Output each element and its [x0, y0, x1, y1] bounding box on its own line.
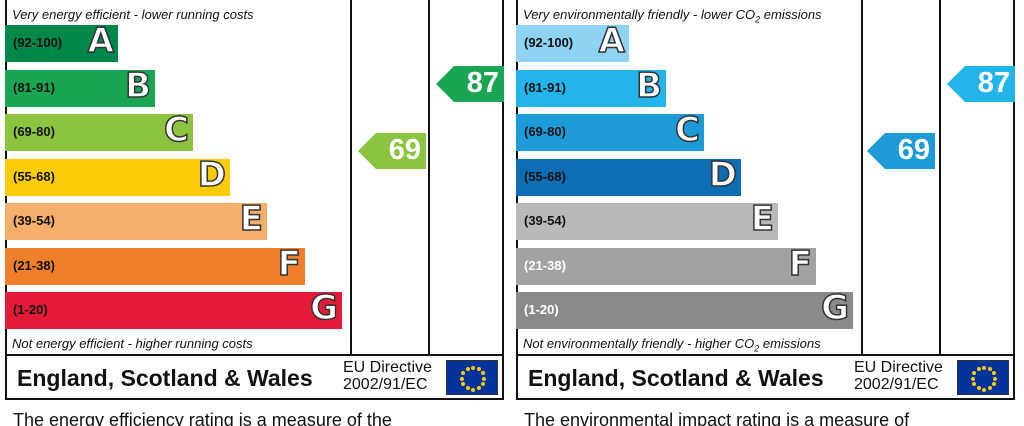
- energy-band-letter: A: [87, 20, 115, 62]
- energy-band-a: (92-100) A: [5, 20, 118, 62]
- environment-band-range: (1-20): [524, 302, 559, 317]
- eu-flag-star: [460, 376, 464, 381]
- environment-directive-line1: EU Directive: [854, 359, 943, 376]
- environment-bottom-note: Not environmentally friendly - higher CO…: [523, 336, 821, 354]
- energy-band-letter: C: [163, 109, 189, 151]
- eu-flag-star: [971, 376, 975, 381]
- eu-flag-star: [976, 386, 981, 391]
- environment-band-letter: E: [750, 198, 775, 240]
- energy-band-range: (21-38): [13, 257, 55, 273]
- eu-flag-star: [461, 371, 466, 375]
- energy-region-label: England, Scotland & Wales: [17, 365, 313, 391]
- environment-band-e: (39-54) E: [516, 198, 778, 240]
- eu-flag-star: [993, 376, 997, 381]
- energy-band-f: (21-38) F: [5, 243, 305, 285]
- energy-bottom-note: Not energy efficient - higher running co…: [12, 336, 253, 351]
- energy-band-range: (39-54): [13, 213, 55, 228]
- eu-flag-star: [972, 382, 977, 386]
- eu-flag-star: [476, 386, 481, 391]
- eu-flag-star: [982, 387, 986, 392]
- energy-directive: EU Directive 2002/91/EC: [343, 359, 432, 393]
- eu-flag-star: [987, 366, 992, 371]
- environmental-impact-chart: Very environmentally friendly - lower CO…: [516, 0, 1020, 426]
- energy-band-letter: E: [239, 198, 264, 240]
- environment-band-letter: D: [708, 154, 738, 196]
- environment-band-range: (21-38): [524, 257, 566, 273]
- energy-band-range: (81-91): [13, 79, 55, 95]
- environment-band-letter: B: [635, 65, 662, 107]
- energy-band-letter: D: [197, 154, 227, 196]
- eu-flag-star: [987, 386, 992, 391]
- environment-band-letter: C: [674, 109, 700, 151]
- energy-band-e: (39-54) E: [5, 198, 267, 240]
- energy-potential-column-divider: [428, 0, 430, 354]
- eu-flag-star: [482, 376, 486, 381]
- energy-frame: [5, 0, 504, 400]
- eu-flag-star: [461, 382, 466, 386]
- energy-band-range: (92-100): [13, 35, 63, 50]
- eu-flag-star: [972, 371, 977, 375]
- environment-current-column-divider: [861, 0, 863, 354]
- eu-flag-star: [480, 371, 485, 375]
- environment-region-label: England, Scotland & Wales: [528, 365, 824, 391]
- energy-band-range: (1-20): [13, 302, 48, 317]
- energy-top-note: Very energy efficient - lower running co…: [12, 7, 254, 22]
- energy-band-b: (81-91) B: [5, 65, 155, 107]
- eu-flag-icon: [957, 360, 1009, 395]
- eu-flag-star: [480, 382, 485, 386]
- environment-band-letter: A: [598, 20, 626, 62]
- eu-flag-star: [465, 386, 470, 391]
- eu-flag-star: [471, 365, 475, 370]
- eu-flag-star: [982, 365, 986, 370]
- environment-frame: [516, 0, 1015, 400]
- environment-band-b: (81-91) B: [516, 65, 666, 107]
- energy-band-letter: B: [124, 65, 151, 107]
- energy-efficiency-chart: Very energy efficient - lower running co…: [5, 0, 509, 426]
- energy-band-g: (1-20) G: [5, 287, 342, 329]
- environment-band-f: (21-38) F: [516, 243, 816, 285]
- eu-flag-star: [976, 366, 981, 371]
- environment-directive: EU Directive 2002/91/EC: [854, 359, 943, 393]
- energy-current-column-divider: [350, 0, 352, 354]
- environment-footer-divider: [516, 354, 1015, 356]
- environment-band-range: (69-80): [524, 124, 566, 139]
- environment-top-note: Very environmentally friendly - lower CO…: [523, 7, 822, 25]
- eu-flag-star: [471, 387, 475, 392]
- environment-band-letter: F: [788, 243, 813, 285]
- energy-band-letter: F: [277, 243, 302, 285]
- eu-flag-star: [465, 366, 470, 371]
- energy-caption: The energy efficiency rating is a measur…: [13, 410, 392, 426]
- environment-band-d: (55-68) D: [516, 154, 741, 196]
- environment-band-range: (92-100): [524, 35, 574, 50]
- environment-band-a: (92-100) A: [516, 20, 629, 62]
- environment-band-letter: G: [820, 287, 849, 329]
- eu-flag-star: [991, 382, 996, 386]
- environment-band-range: (81-91): [524, 79, 566, 95]
- environment-current-rating-value: 69: [897, 134, 930, 166]
- energy-band-range: (69-80): [13, 124, 55, 139]
- energy-directive-line1: EU Directive: [343, 359, 432, 376]
- environment-potential-rating-value: 87: [977, 67, 1010, 99]
- energy-band-letter: G: [309, 287, 338, 329]
- environment-band-g: (1-20) G: [516, 287, 853, 329]
- energy-footer-divider: [5, 354, 504, 356]
- energy-potential-rating-value: 87: [466, 67, 499, 99]
- energy-directive-line2: 2002/91/EC: [343, 376, 428, 393]
- energy-current-rating-value: 69: [388, 134, 421, 166]
- environment-band-range: (55-68): [524, 168, 566, 184]
- eu-flag-star: [476, 366, 481, 371]
- environment-band-c: (69-80) C: [516, 109, 704, 151]
- energy-band-c: (69-80) C: [5, 109, 193, 151]
- environment-caption: The environmental impact rating is a mea…: [524, 410, 910, 426]
- energy-band-d: (55-68) D: [5, 154, 230, 196]
- environment-band-range: (39-54): [524, 213, 566, 228]
- environment-directive-line2: 2002/91/EC: [854, 376, 939, 393]
- eu-flag-star: [991, 371, 996, 375]
- environment-potential-column-divider: [939, 0, 941, 354]
- energy-band-range: (55-68): [13, 168, 55, 184]
- eu-flag-icon: [446, 360, 498, 395]
